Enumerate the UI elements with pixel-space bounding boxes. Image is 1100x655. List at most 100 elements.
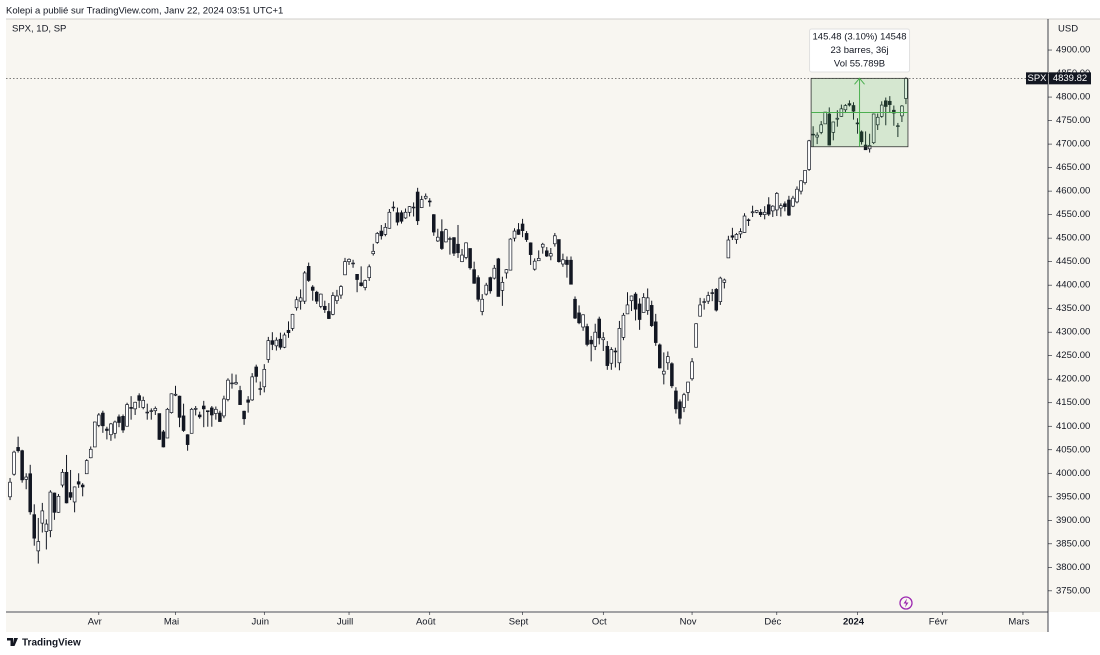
candle-body bbox=[859, 131, 864, 143]
candle-body bbox=[169, 393, 174, 413]
candle-body bbox=[625, 304, 630, 315]
candle-body bbox=[286, 329, 291, 334]
candle-body bbox=[8, 481, 12, 498]
candle-body bbox=[754, 210, 759, 213]
candle-body bbox=[597, 318, 602, 339]
candle-body bbox=[230, 382, 234, 385]
price-tag bbox=[1049, 72, 1091, 85]
candle-body bbox=[440, 231, 444, 249]
y-tick-label: 4800.00 bbox=[1056, 92, 1090, 103]
y-tick-label: 4600.00 bbox=[1056, 186, 1090, 197]
candle-body bbox=[214, 408, 218, 414]
candle-body bbox=[698, 304, 702, 317]
candle-body bbox=[262, 368, 267, 388]
candle-body bbox=[97, 414, 101, 426]
candle-body bbox=[649, 305, 654, 326]
candle-body bbox=[492, 267, 497, 279]
candle-body bbox=[617, 328, 622, 364]
candle-body bbox=[516, 229, 521, 235]
candle-body bbox=[113, 421, 117, 434]
candle-body bbox=[121, 416, 125, 431]
candle-body bbox=[298, 297, 303, 302]
candle-body bbox=[222, 398, 226, 417]
y-tick-label: 3800.00 bbox=[1056, 562, 1090, 573]
measure-arrowhead bbox=[854, 77, 865, 85]
candle-body bbox=[20, 450, 24, 481]
footer: TradingView bbox=[22, 638, 81, 649]
candle-body bbox=[896, 125, 900, 127]
candle-body bbox=[819, 124, 823, 133]
candle-body bbox=[331, 295, 335, 315]
candle-body bbox=[278, 338, 283, 348]
candle-body bbox=[658, 344, 662, 369]
candle-body bbox=[165, 408, 170, 439]
candle-body bbox=[32, 514, 37, 539]
candle-body bbox=[803, 170, 807, 184]
candle-body bbox=[444, 229, 448, 243]
candle-body bbox=[702, 301, 706, 303]
candle-body bbox=[24, 476, 28, 480]
candle-body bbox=[105, 428, 109, 431]
y-tick-label: 4050.00 bbox=[1056, 444, 1090, 455]
candle-body bbox=[206, 410, 210, 413]
candle-body bbox=[480, 298, 484, 312]
x-tick-label: Juill bbox=[337, 617, 353, 628]
x-tick-label: Avr bbox=[88, 617, 102, 628]
candle-body bbox=[831, 121, 836, 133]
y-tick-label: 4400.00 bbox=[1056, 280, 1090, 291]
y-tick-label: 3850.00 bbox=[1056, 538, 1090, 549]
candle-body bbox=[900, 105, 904, 117]
x-tick-label: Nov bbox=[680, 617, 697, 628]
candle-body bbox=[314, 291, 319, 302]
candle-body bbox=[88, 448, 93, 459]
candle-body bbox=[282, 334, 287, 348]
y-tick-label: 4500.00 bbox=[1056, 233, 1090, 244]
candle-body bbox=[327, 311, 331, 319]
candle-body bbox=[851, 105, 856, 112]
candle-body bbox=[504, 269, 509, 274]
candle-body bbox=[391, 206, 396, 209]
candle-body bbox=[157, 413, 162, 440]
candle-body bbox=[36, 541, 41, 552]
candle-body bbox=[811, 133, 815, 136]
x-tick-label: Juin bbox=[252, 617, 269, 628]
candle-body bbox=[662, 370, 666, 375]
candle-body bbox=[436, 236, 440, 242]
candle-body bbox=[351, 262, 355, 265]
candle-body bbox=[730, 235, 735, 238]
measure-label: 145.48 (3.10%) 14548 bbox=[813, 32, 907, 43]
lightning-icon bbox=[899, 596, 913, 610]
x-tick-label: Mai bbox=[164, 617, 179, 628]
candle-body bbox=[403, 211, 408, 219]
candle-body bbox=[807, 140, 811, 170]
candle-body bbox=[633, 293, 638, 310]
x-tick-label: Févr bbox=[929, 617, 948, 628]
candle-body bbox=[746, 219, 751, 221]
candle-body bbox=[682, 394, 686, 408]
chart-title: SPX, 1D, SP bbox=[12, 24, 66, 35]
candle-body bbox=[488, 277, 493, 292]
candle-body bbox=[141, 400, 145, 408]
candle-body bbox=[540, 243, 545, 248]
y-tick-label: 4750.00 bbox=[1056, 115, 1090, 126]
candle-body bbox=[879, 104, 884, 117]
candle-body bbox=[795, 188, 799, 203]
symbol-tag-label: SPX bbox=[1027, 73, 1047, 84]
y-tick-label: 4200.00 bbox=[1056, 374, 1090, 385]
candle-body bbox=[448, 238, 452, 240]
candle-body bbox=[383, 226, 388, 235]
candle-body bbox=[250, 376, 254, 401]
candle-body bbox=[133, 401, 137, 410]
candle-body bbox=[843, 105, 848, 111]
candle-body bbox=[512, 230, 517, 239]
x-tick-label: 2024 bbox=[843, 617, 865, 628]
candle-body bbox=[714, 289, 719, 311]
candle-body bbox=[601, 337, 606, 341]
candle-body bbox=[472, 269, 476, 284]
candle-body bbox=[294, 299, 299, 309]
candle-body bbox=[686, 381, 690, 393]
candle-body bbox=[629, 295, 634, 302]
candle-body bbox=[246, 399, 250, 403]
candle-body bbox=[363, 280, 367, 288]
